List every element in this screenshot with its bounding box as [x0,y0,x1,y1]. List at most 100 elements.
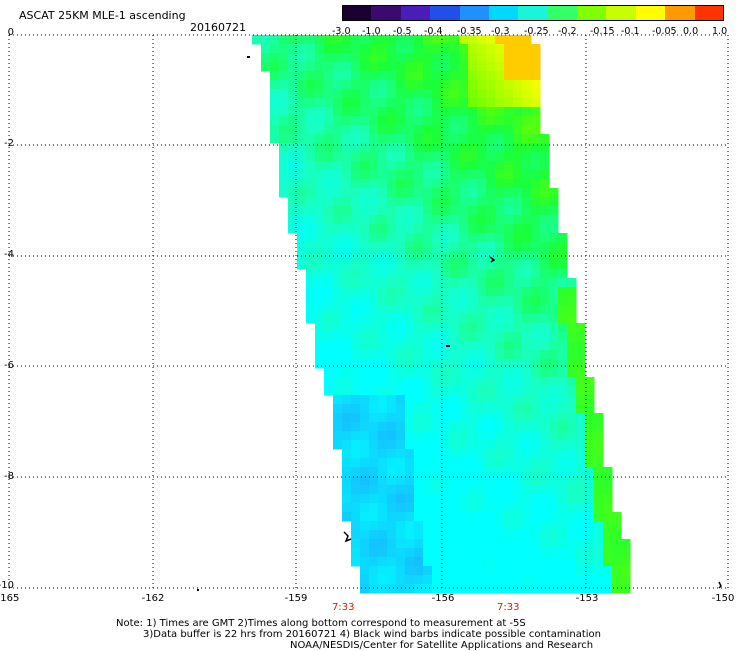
swath-cell [558,341,568,351]
swath-cell [459,215,469,225]
swath-cell [477,161,487,171]
swath-cell [522,116,532,126]
swath-cell [414,152,424,162]
swath-cell [297,215,307,225]
swath-cell [369,494,379,504]
swath-cell [594,539,604,549]
swath-cell [414,98,424,108]
swath-cell [414,512,424,522]
swath-cell [405,323,415,333]
x-tick-label: -156 [431,593,455,604]
wind-barb-mark [197,589,199,591]
swath-cell [603,512,613,522]
colorbar-label: -0.05 [652,26,677,37]
swath-cell [414,305,424,315]
swath-cell [396,98,406,108]
swath-cell [432,242,442,252]
swath-cell [495,548,505,558]
swath-cell [459,134,469,144]
swath-cell [369,296,379,306]
swath-cell [567,449,577,459]
swath-cell [450,377,460,387]
swath-cell [450,251,460,261]
swath-cell [540,584,550,594]
swath-cell [405,395,415,405]
colorbar-label: -0.4 [424,26,443,37]
swath-cell [504,350,514,360]
swath-cell [540,404,550,414]
swath-cell [288,35,298,45]
swath-cell [387,170,397,180]
swath-cell [495,323,505,333]
colorbar-label: -1.0 [362,26,381,37]
swath-cell [468,359,478,369]
swath-cell [369,476,379,486]
swath-cell [576,440,586,450]
swath-cell [567,278,577,288]
swath-cell [459,242,469,252]
swath-cell [495,575,505,585]
swath-cell [342,314,352,324]
swath-cell [459,80,469,90]
swath-cell [486,242,496,252]
swath-cell [477,323,487,333]
swath-cell [522,53,532,63]
swath-cell [621,557,631,567]
swath-cell [531,494,541,504]
swath-cell [441,575,451,585]
swath-cell [477,62,487,72]
swath-cell [432,197,442,207]
swath-cell [513,359,523,369]
swath-cell [351,161,361,171]
swath-cell [567,413,577,423]
swath-cell [486,530,496,540]
swath-cell [603,557,613,567]
swath-cell [522,431,532,441]
swath-cell [468,458,478,468]
swath-cell [486,440,496,450]
swath-cell [549,566,559,576]
swath-cell [477,557,487,567]
swath-cell [450,494,460,504]
swath-cell [531,404,541,414]
swath-cell [468,278,478,288]
swath-cell [567,305,577,315]
swath-cell [396,116,406,126]
swath-cell [414,53,424,63]
swath-cell [333,134,343,144]
swath-cell [297,125,307,135]
swath-cell [324,314,334,324]
swath-cell [288,80,298,90]
swath-cell [414,431,424,441]
swath-cell [513,242,523,252]
swath-cell [351,485,361,495]
swath-cell [432,584,442,594]
swath-cell [450,134,460,144]
swath-cell [468,422,478,432]
swath-cell [405,422,415,432]
swath-cell [324,134,334,144]
swath-cell [324,143,334,153]
swath-cell [495,44,505,54]
swath-cell [540,134,550,144]
swath-cell [513,503,523,513]
colorbar-label: 1.0 [712,26,728,37]
swath-cell [378,566,388,576]
swath-cell [369,404,379,414]
swath-cell [360,89,370,99]
swath-cell [360,404,370,414]
y-tick-label: -4 [4,249,14,260]
swath-cell [432,548,442,558]
swath-cell [360,62,370,72]
swath-cell [369,278,379,288]
swath-cell [531,44,541,54]
swath-cell [432,269,442,279]
swath-cell [621,566,631,576]
swath-cell [324,44,334,54]
swath-cell [540,503,550,513]
swath-cell [369,206,379,216]
swath-cell [351,125,361,135]
swath-cell [369,341,379,351]
swath-cell [558,350,568,360]
swath-cell [441,413,451,423]
